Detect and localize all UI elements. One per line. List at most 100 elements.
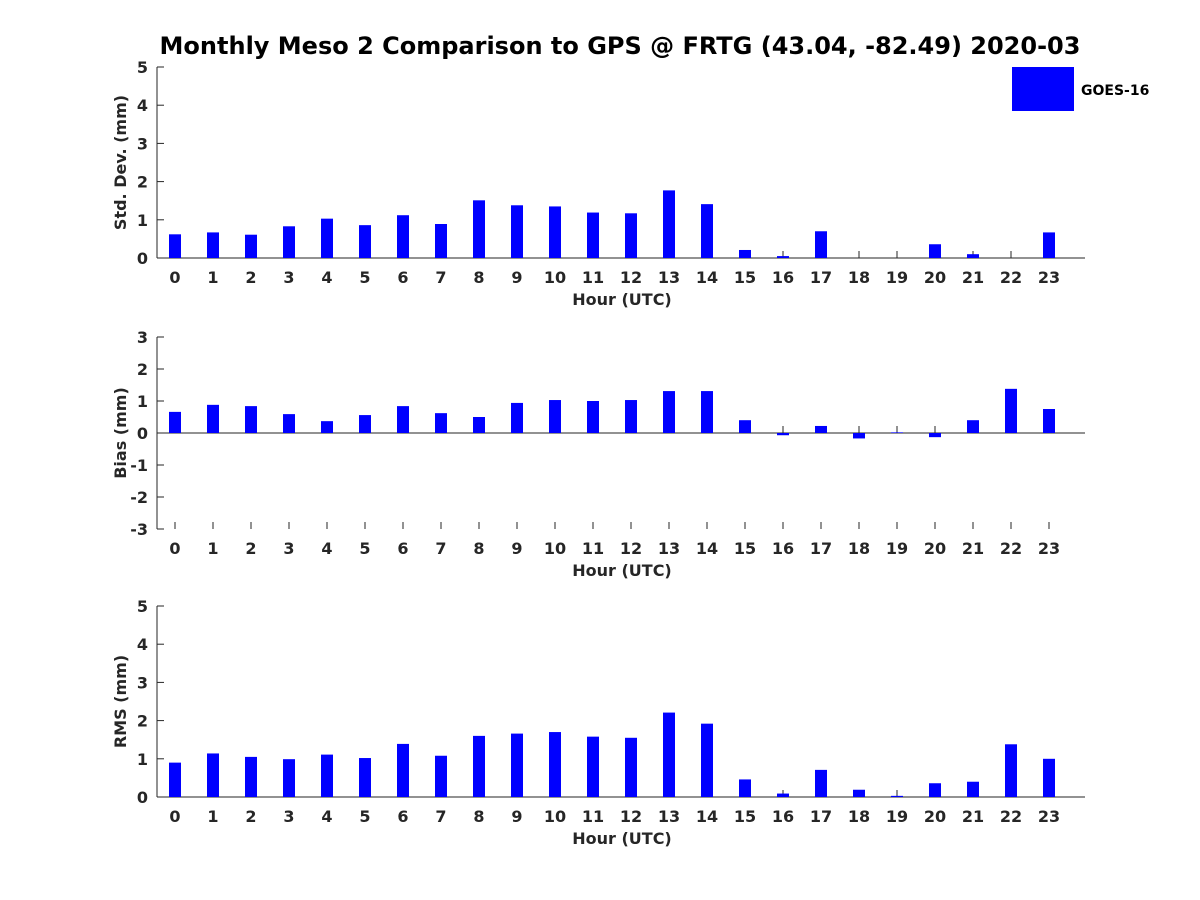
x-tick-label: 12 xyxy=(620,807,642,826)
bar xyxy=(625,400,637,433)
x-tick-label: 18 xyxy=(848,539,870,558)
bar xyxy=(739,249,751,258)
bar xyxy=(207,404,219,433)
x-tick-label: 10 xyxy=(544,807,566,826)
x-tick-label: 5 xyxy=(359,539,370,558)
x-tick-label: 22 xyxy=(1000,807,1022,826)
bar xyxy=(283,414,295,433)
x-tick-label: 18 xyxy=(848,268,870,287)
y-tick-label: 5 xyxy=(137,58,148,77)
x-tick-label: 5 xyxy=(359,807,370,826)
y-tick-label: 5 xyxy=(137,597,148,616)
x-tick-label: 17 xyxy=(810,268,832,287)
x-axis-label: Hour (UTC) xyxy=(572,290,672,309)
bar xyxy=(587,736,599,797)
bar xyxy=(701,723,713,797)
y-tick-label: 4 xyxy=(137,96,148,115)
x-tick-label: 19 xyxy=(886,807,908,826)
bar xyxy=(283,226,295,258)
bar xyxy=(321,754,333,797)
bar xyxy=(663,190,675,258)
bar xyxy=(853,433,865,439)
bar xyxy=(777,256,789,258)
bar xyxy=(891,795,903,797)
bar xyxy=(1043,758,1055,797)
bar xyxy=(169,234,181,258)
x-tick-label: 10 xyxy=(544,539,566,558)
x-tick-label: 8 xyxy=(473,539,484,558)
x-tick-label: 15 xyxy=(734,268,756,287)
x-tick-label: 9 xyxy=(511,539,522,558)
x-tick-label: 12 xyxy=(620,268,642,287)
bar xyxy=(1043,409,1055,433)
y-tick-label: 3 xyxy=(137,134,148,153)
x-tick-label: 6 xyxy=(397,539,408,558)
x-tick-label: 14 xyxy=(696,807,718,826)
x-tick-label: 0 xyxy=(169,539,180,558)
x-tick-label: 3 xyxy=(283,539,294,558)
x-tick-label: 9 xyxy=(511,807,522,826)
y-tick-label: 1 xyxy=(137,211,148,230)
x-tick-label: 13 xyxy=(658,807,680,826)
x-tick-label: 19 xyxy=(886,539,908,558)
y-axis-label: Std. Dev. (mm) xyxy=(111,95,130,230)
bar xyxy=(169,411,181,433)
x-tick-label: 1 xyxy=(207,539,218,558)
bar xyxy=(777,793,789,797)
bar xyxy=(967,254,979,258)
x-tick-label: 11 xyxy=(582,807,604,826)
legend: GOES-16 xyxy=(1012,67,1149,111)
x-tick-label: 17 xyxy=(810,539,832,558)
x-tick-label: 2 xyxy=(245,539,256,558)
x-tick-label: 12 xyxy=(620,539,642,558)
x-tick-label: 23 xyxy=(1038,807,1060,826)
y-tick-label: 0 xyxy=(137,249,148,268)
x-tick-label: 16 xyxy=(772,807,794,826)
bar xyxy=(207,753,219,797)
bar xyxy=(549,732,561,797)
bar xyxy=(891,432,903,433)
y-tick-label: 3 xyxy=(137,673,148,692)
x-tick-label: 20 xyxy=(924,268,946,287)
bar xyxy=(359,225,371,258)
bar xyxy=(853,789,865,797)
x-tick-label: 15 xyxy=(734,539,756,558)
x-tick-label: 4 xyxy=(321,539,332,558)
x-tick-label: 18 xyxy=(848,807,870,826)
x-tick-label: 13 xyxy=(658,268,680,287)
legend-swatch xyxy=(1012,67,1074,111)
y-tick-label: 1 xyxy=(137,750,148,769)
x-tick-label: 4 xyxy=(321,268,332,287)
bar xyxy=(473,417,485,433)
y-tick-label: 3 xyxy=(137,328,148,347)
bar xyxy=(549,400,561,433)
x-tick-label: 20 xyxy=(924,807,946,826)
bar xyxy=(397,406,409,433)
bar xyxy=(245,406,257,433)
x-tick-label: 23 xyxy=(1038,268,1060,287)
bar xyxy=(815,425,827,433)
x-tick-label: 13 xyxy=(658,539,680,558)
bar xyxy=(1005,744,1017,797)
legend-label: GOES-16 xyxy=(1081,83,1149,99)
x-tick-label: 19 xyxy=(886,268,908,287)
x-tick-label: 7 xyxy=(435,268,446,287)
x-tick-label: 21 xyxy=(962,268,984,287)
bar xyxy=(283,759,295,797)
bar xyxy=(739,779,751,797)
y-tick-label: 2 xyxy=(137,712,148,731)
y-axis-label: Bias (mm) xyxy=(111,387,130,479)
bar xyxy=(321,218,333,258)
x-axis-label: Hour (UTC) xyxy=(572,561,672,580)
bar xyxy=(435,413,447,433)
bar xyxy=(929,433,941,438)
x-tick-label: 23 xyxy=(1038,539,1060,558)
x-axis-label: Hour (UTC) xyxy=(572,829,672,848)
x-tick-label: 14 xyxy=(696,268,718,287)
x-tick-label: 0 xyxy=(169,268,180,287)
bar xyxy=(1043,232,1055,258)
x-tick-label: 14 xyxy=(696,539,718,558)
